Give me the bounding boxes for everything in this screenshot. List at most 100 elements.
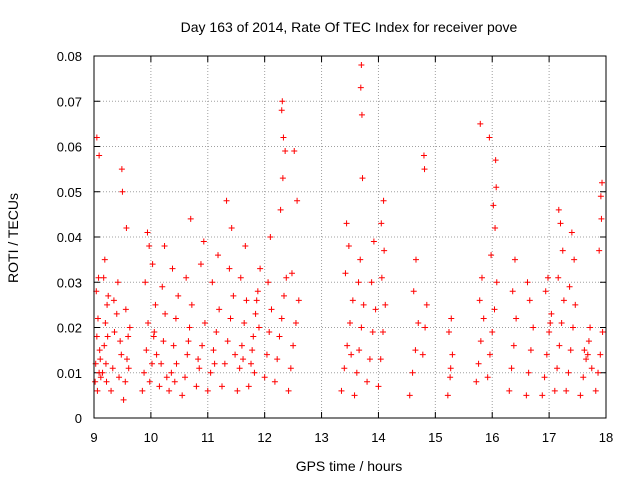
data-point	[161, 243, 168, 250]
data-point	[510, 342, 517, 349]
data-point	[597, 193, 604, 200]
data-point	[126, 324, 133, 331]
data-point	[156, 383, 163, 390]
data-point	[358, 324, 365, 331]
data-point	[491, 306, 498, 313]
data-point	[559, 247, 566, 254]
data-point	[287, 365, 294, 372]
data-point	[211, 360, 218, 367]
data-point	[486, 134, 493, 141]
data-point	[592, 387, 599, 394]
data-point	[421, 166, 428, 173]
data-point	[526, 297, 533, 304]
data-point	[530, 324, 537, 331]
data-point	[415, 319, 422, 326]
data-point	[571, 256, 578, 263]
data-point	[377, 356, 384, 363]
data-point	[554, 365, 561, 372]
x-tick-label: 18	[599, 430, 613, 445]
data-point	[279, 98, 286, 105]
data-point	[170, 342, 177, 349]
data-point	[153, 351, 160, 358]
data-point	[290, 342, 297, 349]
data-point	[93, 134, 100, 141]
data-point	[252, 310, 259, 317]
data-point	[423, 301, 430, 308]
data-point	[118, 351, 125, 358]
data-point	[541, 374, 548, 381]
y-tick-label: 0.05	[57, 185, 82, 200]
data-point	[357, 256, 364, 263]
data-point	[348, 351, 355, 358]
data-point	[221, 360, 228, 367]
data-point	[355, 279, 362, 286]
data-point	[257, 265, 264, 272]
data-point	[566, 283, 573, 290]
data-point	[558, 319, 565, 326]
data-point	[292, 319, 299, 326]
data-point	[584, 351, 591, 358]
data-point	[119, 188, 126, 195]
data-point	[125, 333, 132, 340]
data-point	[193, 383, 200, 390]
data-point	[117, 338, 124, 345]
data-point	[230, 292, 237, 299]
data-point	[544, 274, 551, 281]
data-point	[95, 274, 102, 281]
data-point	[227, 315, 234, 322]
data-point	[490, 202, 497, 209]
data-point	[199, 342, 206, 349]
data-point	[277, 206, 284, 213]
data-point	[281, 292, 288, 299]
data-point	[577, 392, 584, 399]
data-point	[141, 369, 148, 376]
data-point	[146, 378, 153, 385]
data-point	[379, 329, 386, 336]
data-point	[357, 84, 364, 91]
data-point	[162, 310, 169, 317]
data-point	[588, 365, 595, 372]
data-point	[102, 360, 109, 367]
data-point	[563, 387, 570, 394]
data-point	[444, 392, 451, 399]
data-point	[266, 329, 273, 336]
data-point	[370, 238, 377, 245]
data-point	[108, 387, 115, 394]
data-point	[122, 306, 129, 313]
data-point	[146, 243, 153, 250]
data-point	[492, 157, 499, 164]
data-point	[489, 329, 496, 336]
data-point	[570, 324, 577, 331]
data-point	[358, 62, 365, 69]
data-point	[356, 347, 363, 354]
data-point	[276, 333, 283, 340]
data-point	[366, 356, 373, 363]
data-point	[150, 333, 157, 340]
data-point	[546, 329, 553, 336]
data-point	[542, 288, 549, 295]
data-point	[179, 392, 186, 399]
data-point	[93, 333, 100, 340]
data-point	[343, 220, 350, 227]
data-point	[249, 347, 256, 354]
data-point	[285, 387, 292, 394]
data-point	[215, 252, 222, 259]
data-point	[96, 152, 103, 159]
data-point	[288, 270, 295, 277]
data-point	[368, 279, 375, 286]
data-point	[596, 247, 603, 254]
data-point	[209, 279, 216, 286]
data-point	[99, 369, 106, 376]
data-point	[122, 378, 129, 385]
data-point	[279, 175, 286, 182]
data-point	[149, 261, 156, 268]
data-point	[123, 224, 130, 231]
data-point	[105, 292, 112, 299]
data-point	[406, 392, 413, 399]
data-point	[103, 378, 110, 385]
data-point	[114, 279, 121, 286]
data-point	[486, 351, 493, 358]
data-point	[506, 387, 513, 394]
data-point	[226, 265, 233, 272]
